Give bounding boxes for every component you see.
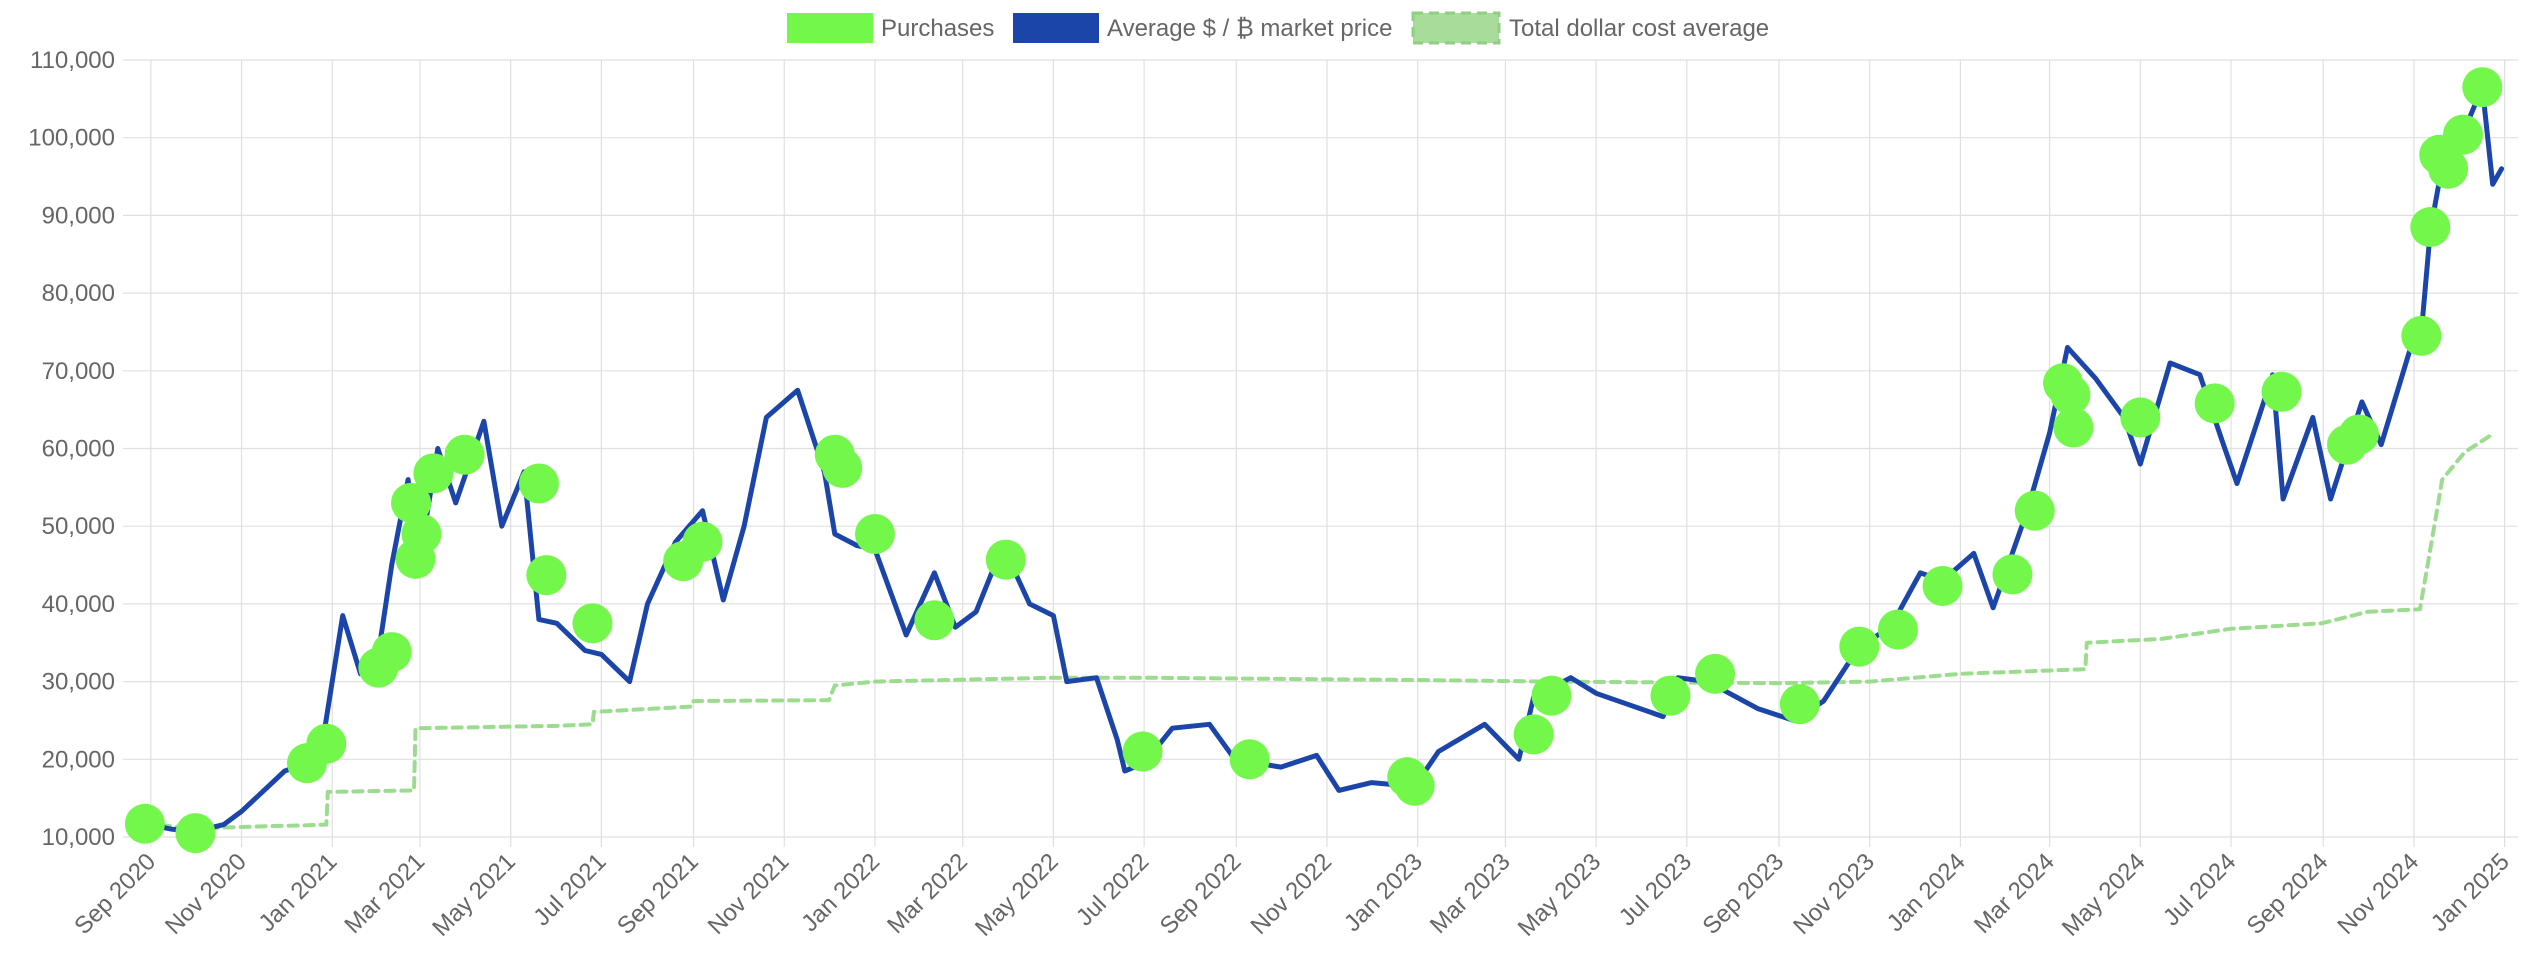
x-tick-label: May 2024 xyxy=(2057,848,2151,942)
purchase-point[interactable] xyxy=(2338,414,2379,455)
legend-label-dca: Total dollar cost average xyxy=(1509,15,1769,42)
purchase-point[interactable] xyxy=(572,603,613,644)
purchase-point[interactable] xyxy=(2261,371,2302,412)
purchase-point[interactable] xyxy=(1695,653,1736,694)
purchase-point[interactable] xyxy=(2050,374,2091,415)
purchase-point[interactable] xyxy=(1122,731,1163,772)
x-tick-label: Nov 2023 xyxy=(1788,848,1880,940)
purchase-point[interactable] xyxy=(822,447,863,488)
purchase-point[interactable] xyxy=(306,723,347,764)
x-tick-label: Mar 2024 xyxy=(1969,848,2060,939)
purchase-point[interactable] xyxy=(1839,626,1880,667)
purchase-point[interactable] xyxy=(985,539,1026,580)
purchase-point[interactable] xyxy=(1513,714,1554,755)
x-tick-label: Jul 2024 xyxy=(2158,848,2241,931)
y-tick-label: 10,000 xyxy=(42,824,115,851)
purchase-point[interactable] xyxy=(2014,490,2055,531)
legend-swatch-purchases xyxy=(787,13,873,43)
x-tick-label: Jul 2023 xyxy=(1614,848,1697,931)
x-tick-label: Sep 2022 xyxy=(1155,848,1247,940)
x-tick-label: Jul 2022 xyxy=(1071,848,1154,931)
purchase-point[interactable] xyxy=(854,513,895,554)
x-tick-label: Sep 2020 xyxy=(69,848,161,940)
purchase-point[interactable] xyxy=(518,463,559,504)
x-tick-label: Jan 2022 xyxy=(796,848,885,937)
x-tick-label: Jan 2021 xyxy=(254,848,343,937)
purchase-point[interactable] xyxy=(413,453,454,494)
purchase-point[interactable] xyxy=(914,600,955,641)
x-tick-label: May 2023 xyxy=(1513,848,1607,942)
x-tick-label: Nov 2022 xyxy=(1245,848,1337,940)
purchase-point[interactable] xyxy=(1531,675,1572,716)
purchase-point[interactable] xyxy=(2053,407,2094,448)
purchase-point[interactable] xyxy=(1229,739,1270,780)
purchase-point[interactable] xyxy=(2428,148,2469,189)
x-tick-label: Nov 2024 xyxy=(2332,848,2424,940)
purchase-point[interactable] xyxy=(444,434,485,475)
purchase-point[interactable] xyxy=(2442,114,2483,155)
purchase-point[interactable] xyxy=(2410,207,2451,248)
x-tick-label: May 2022 xyxy=(970,848,1064,942)
purchase-point[interactable] xyxy=(2120,397,2161,438)
x-tick-label: Sep 2021 xyxy=(612,848,704,940)
x-tick-label: May 2021 xyxy=(427,848,521,942)
legend-label-price: Average $ / ₿ market price xyxy=(1107,15,1392,42)
purchase-point[interactable] xyxy=(2462,67,2503,108)
purchase-point[interactable] xyxy=(391,482,432,523)
purchase-point[interactable] xyxy=(526,555,567,596)
x-tick-label: Jan 2025 xyxy=(2426,848,2515,937)
x-tick-label: Jan 2024 xyxy=(1882,848,1971,937)
y-tick-label: 110,000 xyxy=(30,47,115,74)
x-tick-label: Mar 2022 xyxy=(882,848,973,939)
purchase-point[interactable] xyxy=(175,813,216,854)
y-tick-label: 50,000 xyxy=(42,513,115,540)
y-tick-label: 30,000 xyxy=(42,669,115,696)
y-tick-label: 90,000 xyxy=(42,202,115,229)
legend: Purchases Average $ / ₿ market price Tot… xyxy=(787,11,1769,45)
purchase-point[interactable] xyxy=(682,521,723,562)
series-line-dca xyxy=(142,431,2497,831)
x-tick-label: Sep 2024 xyxy=(2242,848,2334,940)
x-tick-label: Mar 2023 xyxy=(1425,848,1516,939)
y-tick-label: 80,000 xyxy=(42,280,115,307)
y-tick-label: 60,000 xyxy=(42,436,115,463)
purchase-point[interactable] xyxy=(124,803,165,844)
y-tick-label: 40,000 xyxy=(42,591,115,618)
purchase-point[interactable] xyxy=(1992,554,2033,595)
grid xyxy=(123,59,2518,847)
y-tick-label: 70,000 xyxy=(42,358,115,385)
y-tick-label: 20,000 xyxy=(42,746,115,773)
legend-label-purchases: Purchases xyxy=(881,15,994,42)
purchase-point[interactable] xyxy=(371,632,412,673)
x-tick-label: Sep 2023 xyxy=(1697,848,1789,940)
purchase-point[interactable] xyxy=(1394,765,1435,806)
legend-swatch-price xyxy=(1013,13,1099,43)
purchase-point[interactable] xyxy=(1779,684,1820,725)
y-axis: 10,000 20,000 30,000 40,000 50,000 60,000 70,0… xyxy=(28,47,115,851)
series-line-price xyxy=(142,84,2505,835)
x-tick-label: Nov 2021 xyxy=(703,848,795,940)
x-tick-label: Jul 2021 xyxy=(528,848,611,931)
purchase-point[interactable] xyxy=(1922,566,1963,607)
purchase-point[interactable] xyxy=(401,513,442,554)
legend-swatch-dca xyxy=(1411,11,1501,45)
x-tick-label: Jan 2023 xyxy=(1339,848,1428,937)
x-tick-label: Mar 2021 xyxy=(339,848,430,939)
y-tick-label: 100,000 xyxy=(28,125,115,152)
purchase-point[interactable] xyxy=(2194,383,2235,424)
purchase-point[interactable] xyxy=(1877,609,1918,650)
purchase-point[interactable] xyxy=(1650,675,1691,716)
purchase-point[interactable] xyxy=(2401,315,2442,356)
series xyxy=(124,67,2505,854)
x-tick-label: Nov 2020 xyxy=(160,848,252,940)
